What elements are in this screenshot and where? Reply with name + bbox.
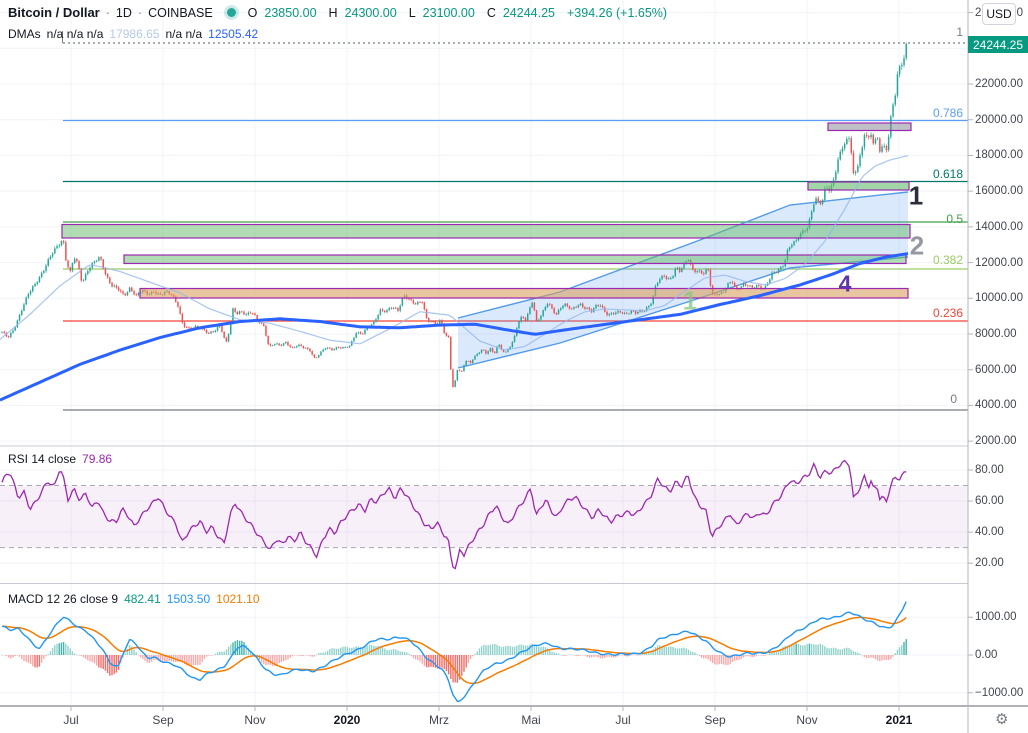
dma-slow-value: 12505.42 xyxy=(208,27,259,41)
price-tick-label: 10000.00 xyxy=(975,292,1023,305)
fib-level-label-0.236: 0.236 xyxy=(932,306,963,320)
dmas-label: DMAs xyxy=(8,27,41,41)
wave-count-label-2: 2 xyxy=(909,230,925,261)
macd-line-value: 1503.50 xyxy=(166,592,211,606)
macd-tick-label: 1000.00 xyxy=(975,611,1017,624)
time-tick-label: Nov xyxy=(244,713,266,727)
last-price-badge: 24244.25 xyxy=(968,36,1028,53)
separator: · xyxy=(105,5,110,20)
low-value: 23100.00 xyxy=(422,5,475,20)
time-tick-label: 2020 xyxy=(333,713,361,727)
time-tick-label: Nov xyxy=(796,713,818,727)
rsi-tick-label: 20.00 xyxy=(975,557,1004,570)
time-tick-label: Sep xyxy=(152,713,174,727)
price-tick-label: 6000.00 xyxy=(975,363,1017,376)
rsi-tick-label: 60.00 xyxy=(975,495,1004,508)
rsi-tick-label: 40.00 xyxy=(975,526,1004,539)
fib-level-label-0.382: 0.382 xyxy=(932,253,963,267)
separator: · xyxy=(137,5,143,20)
high-label: H xyxy=(328,5,338,20)
high-value: 24300.00 xyxy=(344,5,397,20)
dma-na-values: n/a n/a n/a xyxy=(46,27,104,41)
price-tick-label: 8000.00 xyxy=(975,328,1017,340)
price-tick-label: 4000.00 xyxy=(975,399,1017,412)
main-chart-pane[interactable] xyxy=(0,0,968,446)
macd-tick-label: 0.00 xyxy=(975,649,998,661)
settings-gear-icon[interactable]: ⚙ xyxy=(995,711,1009,728)
symbol-title: Bitcoin / Dollar xyxy=(8,5,100,20)
price-tick-label: 18000.00 xyxy=(975,149,1023,162)
price-axis[interactable] xyxy=(968,0,1028,706)
rsi-pane[interactable] xyxy=(0,446,968,583)
rsi-label: RSI 14 close xyxy=(8,452,77,466)
market-status-icon xyxy=(226,8,236,17)
fib-level-label-0.786: 0.786 xyxy=(932,106,963,120)
time-tick-label: Jul xyxy=(615,713,631,727)
time-tick-label: 2021 xyxy=(885,713,913,727)
time-tick-label: Mai xyxy=(521,713,541,727)
wave-count-label-1: 1 xyxy=(682,285,698,316)
macd-label: MACD 12 26 close 9 xyxy=(8,592,119,606)
price-tick-label: 20000.00 xyxy=(975,113,1023,126)
symbol-legend[interactable]: Bitcoin / Dollar · 1D · COINBASE O 23850.… xyxy=(8,5,667,20)
macd-legend[interactable]: MACD 12 26 close 9 482.41 1503.50 1021.1… xyxy=(8,592,260,606)
time-tick-label: Mrz xyxy=(429,713,449,727)
price-tick-label: 12000.00 xyxy=(975,256,1023,269)
macd-tick-label: −1000.00 xyxy=(975,686,1024,699)
rsi-value: 79.86 xyxy=(82,452,113,466)
dma-fast-value: 17986.65 xyxy=(109,27,160,41)
price-tick-label: 2000.00 xyxy=(975,435,1017,448)
fib-level-label-0: 0 xyxy=(950,392,957,406)
close-value: 24244.25 xyxy=(502,5,555,20)
fib-level-label-0.618: 0.618 xyxy=(932,167,963,181)
change-value: +394.26 (+1.65%) xyxy=(566,5,668,20)
dmas-legend[interactable]: DMAs n/a n/a n/a 17986.65 n/a n/a 12505.… xyxy=(8,27,258,41)
low-label: L xyxy=(408,5,416,20)
wave-count-label-1: 1 xyxy=(908,180,924,211)
price-tick-label: 16000.00 xyxy=(975,185,1023,198)
time-tick-label: Jul xyxy=(63,713,79,727)
macd-signal-value: 1021.10 xyxy=(216,592,260,606)
price-tick-label: 22000.00 xyxy=(975,78,1023,90)
fib-level-label-0.5: 0.5 xyxy=(946,212,963,226)
rsi-tick-label: 80.00 xyxy=(975,464,1004,476)
rsi-legend[interactable]: RSI 14 close 79.86 xyxy=(8,452,112,466)
dma-na-values: n/a n/a xyxy=(165,27,203,41)
interval-label[interactable]: 1D xyxy=(115,5,132,20)
open-value: 23850.00 xyxy=(264,5,317,20)
currency-toggle-button[interactable]: USD xyxy=(982,3,1016,25)
time-tick-label: Sep xyxy=(704,713,726,727)
open-label: O xyxy=(247,5,258,20)
price-tick-label: 14000.00 xyxy=(975,220,1023,233)
fib-level-label-1: 1 xyxy=(956,25,963,39)
exchange-label: COINBASE xyxy=(148,5,213,20)
macd-hist-value: 482.41 xyxy=(124,592,161,606)
wave-count-label-4: 4 xyxy=(838,270,852,297)
close-label: C xyxy=(486,5,496,20)
